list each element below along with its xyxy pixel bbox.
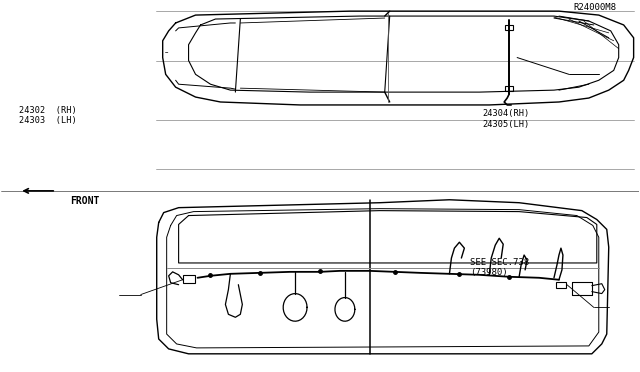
Text: 24302  (RH)
24303  (LH): 24302 (RH) 24303 (LH) xyxy=(19,106,77,125)
Bar xyxy=(505,86,513,91)
Text: 24304(RH)
24305(LH): 24304(RH) 24305(LH) xyxy=(483,109,530,129)
Text: FRONT: FRONT xyxy=(70,196,100,206)
Bar xyxy=(505,25,513,30)
Bar xyxy=(556,282,566,288)
Bar xyxy=(182,275,195,283)
Text: R24000M8: R24000M8 xyxy=(573,3,616,12)
Text: SEE SEC.738
(73980): SEE SEC.738 (73980) xyxy=(470,258,529,278)
